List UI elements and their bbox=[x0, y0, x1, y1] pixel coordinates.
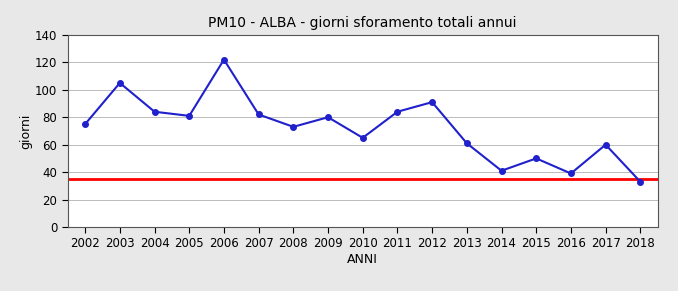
Y-axis label: giorni: giorni bbox=[19, 113, 33, 149]
X-axis label: ANNI: ANNI bbox=[347, 253, 378, 266]
Title: PM10 - ALBA - giorni sforamento totali annui: PM10 - ALBA - giorni sforamento totali a… bbox=[208, 16, 517, 30]
